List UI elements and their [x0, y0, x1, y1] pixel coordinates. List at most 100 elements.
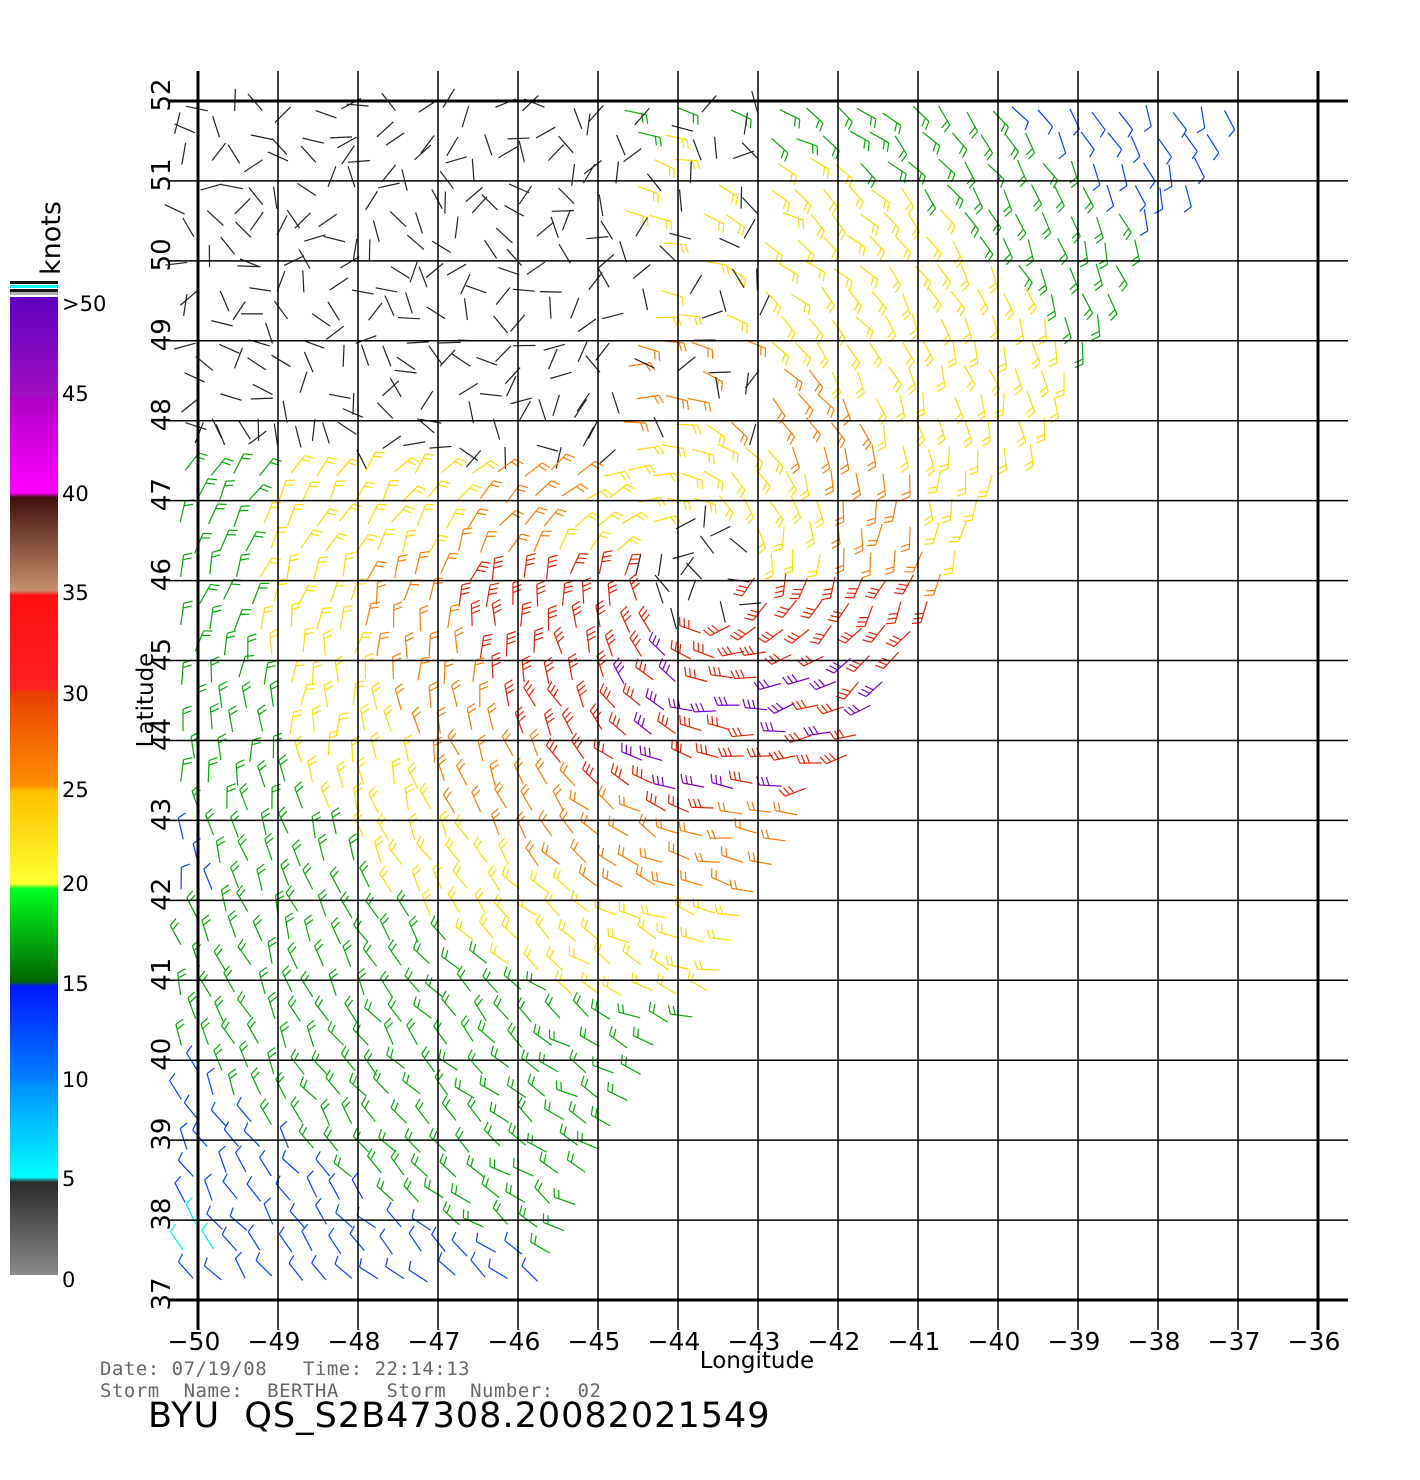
wind-barb — [390, 505, 415, 523]
wind-barb — [1134, 185, 1147, 212]
wind-barb — [582, 760, 599, 786]
wind-barb — [234, 1251, 246, 1279]
wind-barb — [251, 582, 270, 605]
wind-barb — [211, 142, 227, 161]
wind-barb — [230, 810, 240, 838]
wind-barb — [376, 402, 394, 419]
wind-barb — [233, 609, 252, 631]
wind-barb — [553, 867, 571, 892]
wind-barb — [846, 234, 866, 257]
wind-barb — [817, 393, 835, 418]
wind-barb — [1058, 132, 1067, 160]
wind-barb — [962, 317, 973, 345]
wind-barb — [237, 265, 260, 268]
wind-barb — [536, 221, 555, 237]
wind-barb — [327, 729, 339, 756]
wind-barb — [419, 782, 432, 810]
longitude-tick: −50 — [168, 1327, 221, 1356]
wind-barb — [382, 345, 392, 367]
wind-barb — [635, 864, 656, 886]
wind-barb — [543, 708, 555, 736]
wind-barb — [408, 1225, 422, 1252]
wind-barb — [472, 460, 499, 474]
wind-barb — [1223, 110, 1236, 138]
wind-barb — [298, 249, 311, 269]
wind-barb — [714, 904, 740, 917]
wind-barb — [300, 529, 323, 549]
wind-barb — [624, 109, 649, 124]
wind-barb — [823, 188, 838, 215]
wind-barb — [447, 728, 460, 756]
wind-barb — [442, 1201, 460, 1226]
wind-barb — [493, 893, 510, 919]
wind-barb — [691, 341, 714, 359]
wind-barb — [477, 1019, 496, 1044]
wind-barb — [731, 421, 749, 447]
wind-barb — [912, 105, 930, 130]
wind-barb — [576, 392, 590, 412]
wind-barb — [710, 525, 731, 537]
wind-barb — [505, 630, 516, 657]
wind-barb — [581, 577, 592, 604]
wind-barb — [373, 835, 384, 863]
wind-barb — [887, 161, 907, 183]
wind-barb — [728, 770, 753, 784]
wind-barb — [349, 1225, 365, 1251]
wind-barb — [909, 312, 919, 341]
wind-barb — [468, 940, 488, 964]
wind-barb — [848, 184, 864, 210]
wind-barb — [653, 472, 680, 482]
wind-barb — [411, 864, 422, 892]
wind-barb — [668, 841, 690, 860]
wind-barb — [342, 551, 355, 577]
wind-barb — [757, 628, 784, 643]
wind-barb — [585, 488, 613, 501]
wind-barb — [316, 457, 338, 477]
wind-barb — [285, 885, 299, 912]
wind-barb — [328, 968, 339, 996]
wind-barb — [391, 757, 401, 785]
wind-barb — [215, 835, 226, 863]
wind-barb — [410, 1153, 429, 1177]
wind-barb — [385, 132, 405, 146]
wind-barb — [545, 554, 558, 580]
wind-barb — [460, 1015, 474, 1042]
wind-barb — [542, 1213, 565, 1232]
wind-barb — [992, 110, 1009, 136]
wind-barb — [406, 234, 425, 251]
wind-barb — [186, 890, 198, 918]
wind-barb — [925, 236, 942, 262]
wind-barb — [809, 625, 832, 645]
wind-barb — [236, 1096, 252, 1123]
wind-barb — [784, 368, 803, 392]
wind-barb — [203, 862, 213, 890]
wind-barb — [927, 287, 942, 313]
wind-barb — [726, 214, 745, 237]
wind-barb — [888, 266, 902, 293]
wind-barb — [271, 137, 288, 155]
wind-barb — [586, 625, 597, 653]
wind-barb — [634, 358, 655, 369]
wind-barb — [717, 443, 739, 463]
wind-barb — [866, 500, 878, 527]
wind-barb — [200, 1017, 210, 1045]
wind-barb — [545, 737, 561, 763]
wind-barb — [372, 220, 380, 242]
wind-barb — [414, 144, 432, 161]
wind-barb — [200, 183, 222, 191]
wind-barb — [508, 183, 530, 194]
wind-barb — [1078, 240, 1089, 268]
wind-barb — [273, 423, 279, 446]
wind-barb — [607, 579, 618, 606]
wind-barb — [680, 926, 704, 943]
wind-barb — [678, 821, 702, 837]
wind-barb — [791, 699, 819, 711]
wind-barb — [906, 367, 917, 395]
wind-barb — [348, 833, 358, 861]
wind-barb — [392, 652, 402, 679]
wind-barb — [561, 483, 589, 497]
wind-barb — [612, 657, 625, 685]
x-axis-label: Longitude — [700, 1348, 814, 1374]
wind-barb — [255, 1252, 273, 1277]
y-axis-label: Latitude — [133, 653, 159, 748]
